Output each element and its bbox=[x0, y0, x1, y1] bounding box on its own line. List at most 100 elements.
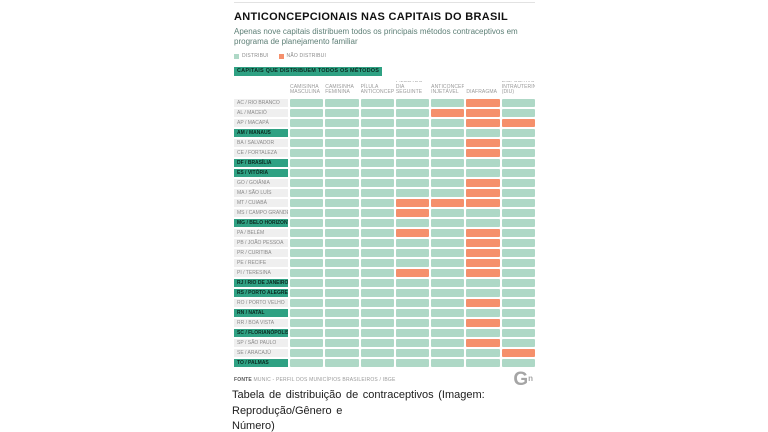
grid-cell-distribui bbox=[501, 179, 535, 187]
grid-cell-distribui bbox=[290, 309, 324, 317]
grid-cell-distribui bbox=[290, 359, 324, 367]
grid-cell-distribui bbox=[290, 169, 324, 177]
grid-cell-distribui bbox=[501, 169, 535, 177]
grid-cell-distribui bbox=[325, 309, 359, 317]
grid-cell-distribui bbox=[325, 169, 359, 177]
grid-cell-distribui bbox=[395, 349, 430, 357]
heatmap-grid: CAMISINHA MASCULINA CAMISINHA FEMININA PÍL… bbox=[234, 81, 535, 367]
row-label: CE / FORTALEZA bbox=[234, 149, 288, 157]
grid-cell-distribui bbox=[466, 359, 500, 367]
grid-cell-distribui bbox=[501, 249, 535, 257]
grid-cell-nao-distribui bbox=[466, 179, 500, 187]
genero-e-numero-logo-icon: Gn bbox=[513, 369, 533, 390]
grid-cell-distribui bbox=[395, 169, 430, 177]
source-label: FONTE bbox=[234, 377, 252, 383]
row-label: PB / JOÃO PESSOA bbox=[234, 239, 288, 247]
grid-cell-distribui bbox=[360, 99, 394, 107]
legend-distribui-label: DISTRIBUI bbox=[242, 53, 269, 59]
grid-cell-distribui bbox=[501, 139, 535, 147]
grid-cell-distribui bbox=[290, 329, 324, 337]
grid-cell-distribui bbox=[290, 149, 324, 157]
grid-cell-distribui bbox=[395, 139, 430, 147]
grid-cell-distribui bbox=[325, 239, 359, 247]
grid-cell-distribui bbox=[395, 109, 430, 117]
grid-cell-distribui bbox=[431, 349, 465, 357]
grid-cell-distribui bbox=[325, 319, 359, 327]
grid-cell-distribui bbox=[325, 329, 359, 337]
grid-cell-distribui bbox=[290, 259, 324, 267]
grid-cell-distribui bbox=[290, 159, 324, 167]
grid-cell-distribui bbox=[360, 299, 394, 307]
grid-cell-distribui bbox=[501, 309, 535, 317]
grid-cell-distribui bbox=[360, 279, 394, 287]
grid-cell-distribui bbox=[360, 309, 394, 317]
grid-cell-distribui bbox=[431, 239, 465, 247]
grid-cell-distribui bbox=[360, 109, 394, 117]
legend-distribui-swatch bbox=[234, 53, 239, 59]
column-header: CAMISINHA FEMININA bbox=[325, 83, 354, 96]
grid-cell-distribui bbox=[325, 199, 359, 207]
column-header: DIAFRAGMA bbox=[466, 89, 498, 96]
grid-cell-distribui bbox=[501, 299, 535, 307]
legend-item-nao-distribui: NÃO DISTRIBUI bbox=[278, 53, 327, 59]
grid-cell-distribui bbox=[431, 119, 465, 127]
grid-cell-distribui bbox=[325, 149, 359, 157]
grid-cell-distribui bbox=[360, 329, 394, 337]
column-header: CAMISINHA MASCULINA bbox=[290, 83, 321, 96]
grid-cell-distribui bbox=[431, 139, 465, 147]
grid-cell-distribui bbox=[501, 269, 535, 277]
grid-cell-distribui bbox=[431, 339, 465, 347]
grid-cell-distribui bbox=[501, 319, 535, 327]
legend-nao-distribui-label: NÃO DISTRIBUI bbox=[286, 53, 327, 59]
grid-cell-distribui bbox=[290, 229, 324, 237]
grid-cell-nao-distribui bbox=[466, 109, 500, 117]
grid-cell-distribui bbox=[360, 149, 394, 157]
grid-cell-distribui bbox=[431, 289, 465, 297]
grid-cell-distribui bbox=[290, 209, 324, 217]
grid-cell-nao-distribui bbox=[395, 269, 430, 277]
grid-cell-distribui bbox=[501, 339, 535, 347]
grid-cell-distribui bbox=[360, 139, 394, 147]
source-text: MUNIC - PERFIL DOS MUNICÍPIOS BRASILEIRO… bbox=[251, 377, 396, 383]
grid-cell-distribui bbox=[466, 159, 500, 167]
row-label: AL / MACEIÓ bbox=[234, 109, 288, 117]
grid-cell-distribui bbox=[395, 329, 430, 337]
grid-cell-distribui bbox=[431, 249, 465, 257]
grid-cell-distribui bbox=[466, 289, 500, 297]
grid-cell-distribui bbox=[501, 109, 535, 117]
row-label: PE / RECIFE bbox=[234, 259, 288, 267]
grid-cell-distribui bbox=[290, 139, 324, 147]
grid-cell-distribui bbox=[290, 129, 324, 137]
grid-cell-distribui bbox=[360, 319, 394, 327]
grid-cell-distribui bbox=[360, 209, 394, 217]
infographic-card: ANTICONCEPCIONAIS NAS CAPITAIS DO BRASIL… bbox=[234, 2, 535, 398]
grid-cell-nao-distribui bbox=[501, 119, 535, 127]
grid-cell-distribui bbox=[431, 309, 465, 317]
column-header-corner bbox=[234, 81, 288, 97]
grid-cell-distribui bbox=[501, 209, 535, 217]
row-label: RN / NATAL bbox=[234, 309, 288, 317]
row-label: SP / SÃO PAULO bbox=[234, 339, 288, 347]
grid-cell-distribui bbox=[290, 279, 324, 287]
grid-cell-distribui bbox=[395, 299, 430, 307]
grid-cell-distribui bbox=[395, 119, 430, 127]
grid-cell-distribui bbox=[290, 319, 324, 327]
grid-cell-distribui bbox=[431, 129, 465, 137]
grid-cell-distribui bbox=[360, 359, 394, 367]
grid-cell-distribui bbox=[431, 169, 465, 177]
grid-cell-nao-distribui bbox=[466, 269, 500, 277]
grid-cell-distribui bbox=[501, 129, 535, 137]
grid-cell-distribui bbox=[395, 159, 430, 167]
grid-cell-distribui bbox=[501, 289, 535, 297]
grid-cell-nao-distribui bbox=[466, 299, 500, 307]
grid-cell-distribui bbox=[466, 169, 500, 177]
grid-cell-distribui bbox=[431, 209, 465, 217]
grid-cell-distribui bbox=[466, 329, 500, 337]
grid-cell-distribui bbox=[325, 279, 359, 287]
grid-cell-distribui bbox=[325, 229, 359, 237]
grid-cell-distribui bbox=[395, 179, 430, 187]
grid-cell-distribui bbox=[431, 179, 465, 187]
legend: DISTRIBUI NÃO DISTRIBUI bbox=[234, 53, 535, 59]
grid-cell-distribui bbox=[360, 189, 394, 197]
